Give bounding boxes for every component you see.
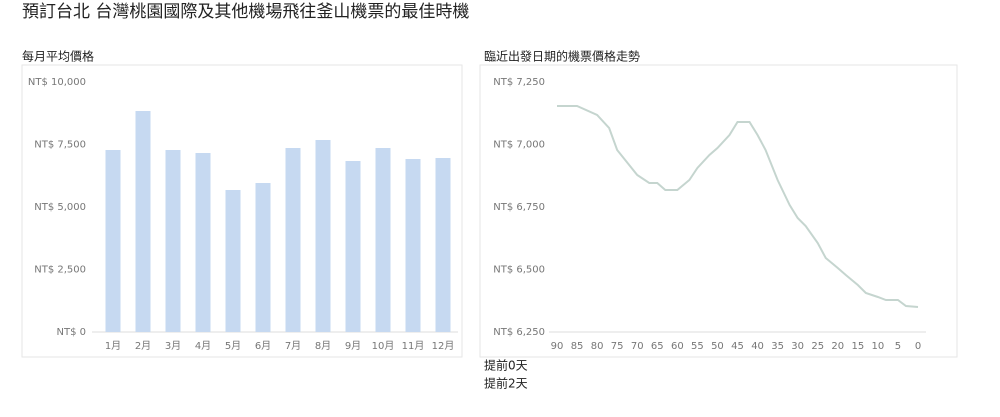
x-tick-label: 30: [791, 341, 804, 352]
bar: [165, 150, 181, 332]
x-tick-label: 60: [671, 341, 684, 352]
x-tick-label: 10月: [372, 340, 395, 352]
note: 提前2天: [484, 376, 528, 391]
bar: [435, 158, 451, 332]
bar: [105, 150, 121, 332]
x-tick-label: 20: [831, 341, 844, 352]
panel: [21, 64, 463, 358]
x-tick-label: 6月: [255, 340, 271, 352]
y-tick-label: NT$ 10,000: [28, 77, 86, 88]
x-tick-label: 1月: [105, 340, 121, 352]
x-tick-label: 5月: [225, 340, 241, 352]
y-tick-label: NT$ 0: [57, 327, 87, 338]
x-tick-label: 15: [851, 341, 864, 352]
x-tick-label: 8月: [315, 340, 331, 352]
page-title: 預訂台北 台灣桃園國際及其他機場飛往釜山機票的最佳時機: [22, 2, 469, 22]
bar: [285, 148, 301, 332]
y-tick-label: NT$ 6,500: [493, 265, 545, 276]
x-tick-label: 11月: [402, 340, 425, 352]
y-tick-label: NT$ 2,500: [34, 265, 86, 276]
line: [557, 105, 919, 308]
bar: [135, 111, 151, 332]
bar: [405, 159, 421, 332]
x-tick-label: 12月: [432, 340, 455, 352]
bar: [345, 161, 361, 332]
y-tick-label: NT$ 5,000: [34, 202, 86, 213]
x-tick-label: 65: [651, 341, 664, 352]
x-tick-label: 85: [571, 341, 584, 352]
y-tick-label: NT$ 7,500: [34, 140, 86, 151]
x-tick-label: 9月: [345, 340, 361, 352]
bar: [375, 148, 391, 332]
x-tick-label: 7月: [285, 340, 301, 352]
x-tick-label: 70: [631, 341, 644, 352]
x-tick-label: 4月: [195, 340, 211, 352]
x-tick-label: 45: [731, 341, 744, 352]
x-tick-label: 2月: [135, 340, 151, 352]
y-tick-label: NT$ 7,250: [493, 77, 545, 88]
x-tick-label: 90: [551, 341, 564, 352]
bar: [225, 190, 241, 332]
panel: [479, 64, 958, 358]
note: 提前0天: [484, 358, 528, 373]
x-tick-label: 55: [691, 341, 704, 352]
x-tick-label: 75: [611, 341, 624, 352]
x-tick-label: 80: [591, 341, 604, 352]
x-tick-label: 50: [711, 341, 724, 352]
x-tick-label: 25: [811, 341, 824, 352]
y-tick-label: NT$ 7,000: [493, 140, 545, 151]
bar: [315, 140, 331, 332]
bar: [195, 153, 211, 332]
chart-title: 臨近出發日期的機票價格走勢: [484, 49, 640, 64]
x-tick-label: 10: [872, 341, 885, 352]
x-tick-label: 40: [751, 341, 764, 352]
x-tick-label: 35: [771, 341, 784, 352]
chart-title: 每月平均價格: [22, 49, 94, 64]
x-tick-label: 3月: [165, 340, 181, 352]
x-tick-label: 5: [895, 341, 901, 352]
bar: [255, 183, 271, 332]
x-tick-label: 0: [915, 341, 921, 352]
y-tick-label: NT$ 6,750: [493, 202, 545, 213]
y-tick-label: NT$ 6,250: [493, 327, 545, 338]
